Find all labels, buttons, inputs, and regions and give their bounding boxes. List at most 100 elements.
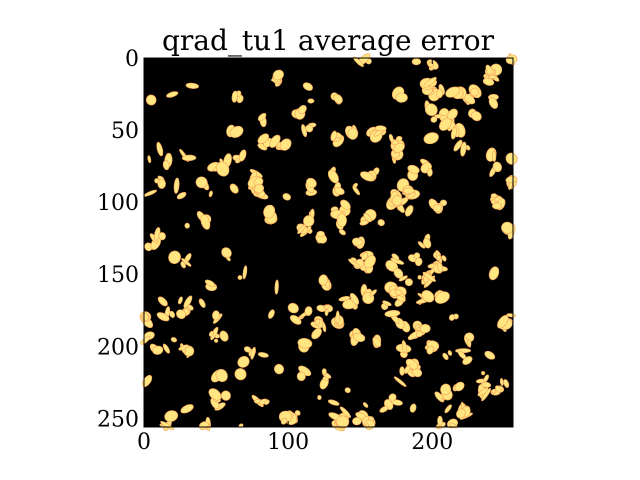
error-blob	[393, 376, 407, 387]
error-blob	[436, 262, 444, 273]
error-blob	[221, 247, 232, 259]
error-blob	[395, 92, 408, 103]
error-blob	[145, 94, 157, 106]
error-blob	[393, 142, 405, 153]
y-tick-label: 150	[97, 263, 139, 288]
error-blob	[401, 340, 407, 354]
error-blob	[264, 399, 270, 405]
error-blob	[412, 368, 423, 378]
error-blob	[436, 88, 444, 99]
error-blob	[352, 56, 364, 67]
error-blob	[176, 309, 186, 320]
error-blob	[488, 74, 498, 79]
error-blob	[321, 321, 327, 333]
error-blob	[250, 346, 256, 360]
error-blob	[447, 108, 458, 120]
y-tick-label: 250	[97, 407, 139, 432]
error-blob	[215, 368, 228, 383]
error-blob	[296, 371, 306, 381]
error-blob	[379, 405, 389, 413]
error-blob	[417, 241, 426, 249]
error-blob	[404, 365, 411, 374]
error-blob	[440, 383, 452, 396]
error-blob	[234, 368, 247, 381]
error-blob	[388, 393, 397, 402]
error-blob	[481, 371, 486, 376]
error-blob	[336, 213, 347, 228]
error-blob	[434, 291, 450, 304]
error-blob	[450, 127, 457, 140]
error-blob	[377, 219, 385, 227]
error-blob	[237, 356, 250, 368]
error-blob	[414, 257, 423, 267]
error-blob	[198, 298, 206, 308]
error-blob	[363, 213, 372, 223]
error-blob	[436, 254, 442, 261]
error-blob	[268, 309, 275, 319]
error-blob	[208, 190, 213, 198]
error-blob	[301, 124, 308, 138]
error-blob	[181, 258, 192, 267]
error-blob	[404, 278, 413, 287]
error-blob	[242, 265, 248, 280]
error-blob	[302, 82, 313, 91]
error-blob	[488, 266, 500, 281]
error-blob	[156, 312, 170, 322]
error-blob	[298, 104, 307, 115]
error-blob	[178, 344, 189, 351]
error-blob	[360, 171, 375, 182]
error-blob	[257, 352, 269, 358]
error-blob	[441, 255, 447, 262]
error-blob	[279, 138, 292, 151]
error-blob	[339, 406, 351, 418]
error-blob	[169, 310, 175, 318]
error-blob	[393, 268, 404, 279]
error-blob	[316, 230, 325, 238]
error-blob	[402, 187, 415, 195]
error-blob	[157, 296, 168, 307]
error-blob	[483, 374, 490, 383]
error-blob	[303, 215, 315, 227]
error-blob	[314, 318, 321, 326]
error-blob	[327, 399, 340, 406]
error-blob	[273, 363, 285, 375]
error-blob	[162, 160, 170, 171]
error-blob	[181, 154, 197, 162]
x-tick-label: 200	[411, 430, 453, 455]
error-blob	[324, 309, 329, 316]
error-blob	[352, 237, 363, 247]
error-blob	[147, 155, 152, 164]
error-blob	[198, 421, 209, 430]
y-axis-ticks: 0 50 100 150 200 250	[97, 47, 513, 432]
error-blob	[335, 310, 340, 325]
error-blob	[195, 176, 208, 189]
error-blob	[490, 193, 498, 199]
error-blob	[492, 161, 502, 172]
error-blob	[321, 368, 327, 376]
error-blob	[399, 366, 405, 376]
error-blob	[352, 332, 366, 342]
x-tick-label: 0	[137, 430, 151, 455]
error-blob	[422, 271, 436, 282]
y-tick-label: 50	[111, 119, 139, 144]
error-blob	[392, 195, 403, 206]
error-blob	[492, 202, 503, 210]
error-blob	[173, 177, 180, 194]
error-blob	[177, 296, 183, 305]
error-blob	[505, 152, 518, 165]
error-blob	[382, 300, 392, 307]
error-blobs	[139, 53, 518, 432]
error-blob	[453, 139, 463, 152]
error-blob	[305, 124, 314, 133]
error-blob	[462, 356, 473, 365]
error-blob	[282, 193, 291, 201]
error-blob	[488, 97, 499, 109]
error-blob	[220, 390, 231, 401]
error-blob	[184, 222, 190, 229]
error-blob	[306, 177, 317, 188]
error-blob	[180, 404, 194, 414]
error-blob	[484, 350, 496, 360]
error-blob	[384, 310, 401, 318]
error-blob	[213, 338, 219, 343]
error-blob	[318, 274, 328, 286]
